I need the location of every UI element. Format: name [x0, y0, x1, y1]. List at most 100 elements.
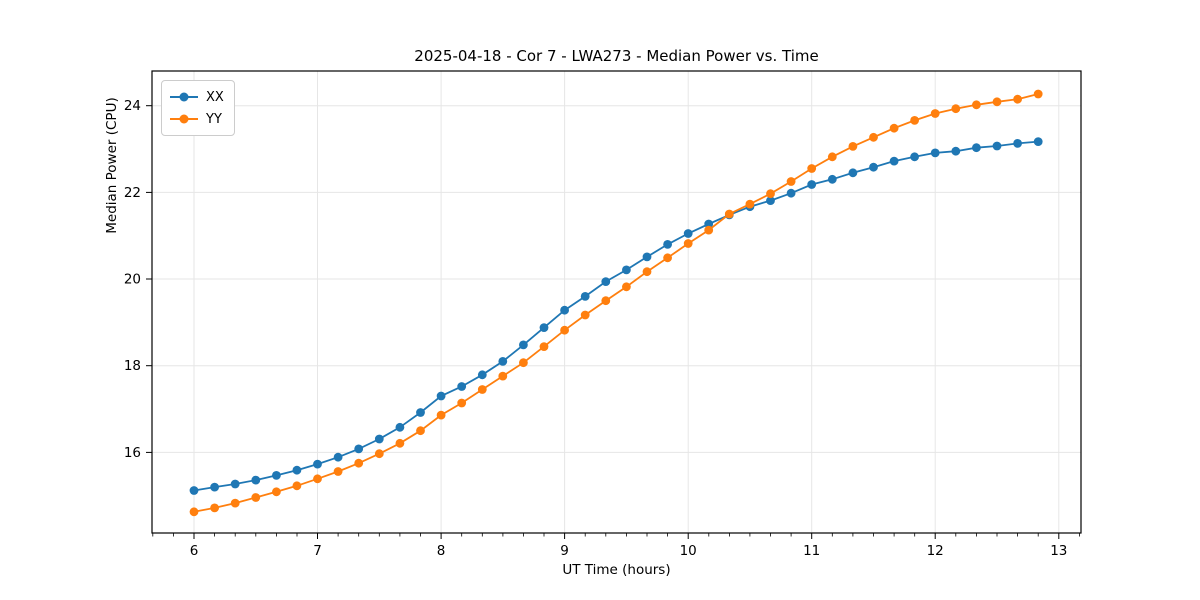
data-point-yy: [498, 371, 508, 381]
data-point-yy: [560, 325, 569, 335]
data-point-yy: [642, 267, 652, 277]
data-point-yy: [395, 438, 405, 448]
data-point-yy: [333, 467, 343, 476]
data-point-yy: [951, 104, 961, 114]
data-point-yy: [745, 199, 755, 209]
data-point-yy: [910, 116, 919, 125]
y-tick-label: 22: [124, 185, 141, 201]
data-point-xx: [436, 391, 446, 401]
y-axis-label-text: Median Power (CPU): [104, 97, 120, 234]
data-point-xx: [663, 240, 672, 249]
data-point-yy: [210, 503, 220, 513]
data-point-yy: [827, 152, 837, 162]
data-point-xx: [416, 408, 425, 417]
data-point-yy: [930, 109, 940, 118]
data-point-yy: [807, 164, 817, 173]
data-point-xx: [272, 471, 281, 480]
data-point-xx: [807, 180, 817, 189]
data-point-xx: [374, 434, 384, 444]
tick-labels: 6 7 8 9 10 11 12 13 16 18 20 22 24: [124, 98, 1068, 559]
data-point-yy: [230, 498, 240, 508]
legend-item-yy: YY: [170, 108, 224, 130]
data-point-xx: [354, 444, 364, 454]
data-point-xx: [292, 465, 302, 475]
plot-border: [151, 70, 1082, 534]
data-point-yy: [992, 97, 1002, 107]
x-tick-label: 9: [560, 543, 569, 559]
data-point-yy: [622, 282, 631, 292]
data-point-xx: [622, 265, 631, 275]
data-point-xx: [1033, 137, 1043, 147]
data-point-yy: [786, 177, 796, 186]
legend-label-xx: XX: [206, 89, 224, 105]
data-point-yy: [683, 239, 693, 248]
data-point-yy: [869, 132, 878, 142]
data-point-xx: [560, 305, 569, 315]
yy-line-marker-icon: [170, 114, 198, 124]
data-point-xx: [333, 452, 343, 462]
data-point-yy: [1033, 89, 1043, 99]
data-point-xx: [930, 148, 940, 158]
data-point-xx: [642, 252, 652, 262]
data-point-xx: [869, 162, 878, 172]
chart-title: 2025-04-18 - Cor 7 - LWA273 - Median Pow…: [414, 47, 819, 65]
x-tick-label: 7: [313, 543, 322, 559]
y-tick-label: 18: [124, 358, 141, 374]
data-point-xx: [580, 292, 590, 301]
data-point-xx: [395, 422, 405, 432]
data-point-yy: [539, 342, 549, 351]
data-point-yy: [663, 253, 672, 263]
series-xx: [189, 137, 1043, 495]
series-yy: [189, 89, 1043, 517]
data-point-xx: [951, 146, 961, 156]
data-point-xx: [889, 156, 899, 166]
legend-label-yy: YY: [206, 111, 222, 127]
data-point-yy: [354, 458, 364, 468]
data-point-yy: [272, 487, 281, 497]
legend-item-xx: XX: [170, 86, 224, 108]
data-point-yy: [972, 100, 981, 110]
data-point-yy: [519, 358, 528, 368]
data-point-xx: [1013, 139, 1022, 148]
data-point-yy: [292, 481, 302, 491]
data-point-xx: [230, 479, 240, 489]
data-point-xx: [972, 143, 981, 153]
data-point-xx: [498, 357, 508, 366]
data-point-xx: [539, 323, 549, 332]
data-point-xx: [601, 277, 611, 286]
data-point-xx: [313, 459, 322, 469]
grid-lines: [152, 71, 1081, 533]
data-point-yy: [724, 209, 734, 219]
x-tick-label: 11: [803, 543, 820, 559]
data-point-xx: [457, 382, 467, 391]
x-tick-label: 6: [190, 543, 199, 559]
data-point-xx: [477, 370, 487, 380]
data-point-xx: [910, 152, 919, 162]
data-point-xx: [848, 168, 858, 178]
x-tick-label: 8: [437, 543, 446, 559]
data-point-yy: [416, 426, 425, 436]
x-tick-label: 12: [927, 543, 944, 559]
data-point-xx: [992, 141, 1002, 151]
data-point-yy: [580, 310, 590, 320]
data-point-yy: [251, 493, 261, 502]
x-axis-label: UT Time (hours): [562, 562, 671, 578]
data-point-yy: [601, 296, 611, 306]
legend: XX YY: [161, 80, 235, 136]
x-tick-label: 13: [1050, 543, 1067, 559]
y-tick-label: 16: [124, 445, 141, 461]
axis-ticks: [146, 105, 1060, 539]
data-point-xx: [251, 475, 261, 485]
x-tick-label: 10: [680, 543, 697, 559]
data-point-yy: [889, 123, 899, 133]
data-point-xx: [683, 229, 693, 238]
data-point-yy: [1013, 94, 1022, 104]
data-point-yy: [477, 385, 487, 394]
data-point-xx: [786, 188, 796, 198]
data-point-xx: [766, 196, 775, 206]
data-point-xx: [189, 486, 199, 495]
y-tick-label: 20: [124, 272, 141, 288]
data-point-xx: [519, 340, 528, 350]
data-point-yy: [374, 449, 384, 459]
